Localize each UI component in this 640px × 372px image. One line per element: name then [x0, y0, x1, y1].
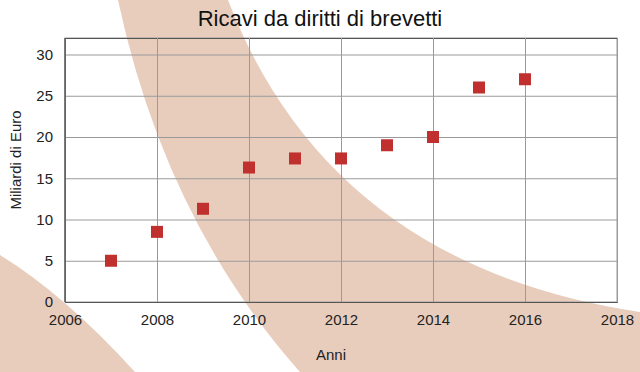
x-axis-title: Anni	[316, 346, 346, 363]
x-axis: 2006 2008 2010 2012 2014 2016 2018	[49, 38, 634, 328]
x-tick: 2014	[417, 38, 450, 328]
y-tick-label: 0	[45, 293, 53, 310]
y-tick-label: 5	[45, 252, 53, 269]
data-point	[519, 73, 531, 85]
data-point	[381, 139, 393, 151]
y-tick: 20	[36, 128, 617, 145]
data-point	[151, 226, 163, 238]
y-axis: 0 5 10 15 20 25 30	[36, 39, 617, 311]
background-band	[118, 0, 640, 372]
background-band	[0, 255, 135, 372]
y-tick: 5	[45, 252, 617, 269]
y-axis-line	[66, 39, 618, 303]
x-tick-label: 2008	[141, 311, 174, 328]
data-point	[427, 131, 439, 143]
y-tick-label: 20	[36, 128, 53, 145]
x-grid-line	[65, 38, 66, 302]
y-tick: 15	[36, 170, 617, 187]
plot-frame	[65, 38, 617, 302]
data-point	[105, 255, 117, 267]
x-grid-line	[157, 38, 158, 302]
y-tick: 30	[36, 46, 617, 63]
y-tick-label: 30	[36, 46, 53, 63]
data-point	[243, 162, 255, 174]
y-tick-label: 25	[36, 87, 53, 104]
x-tick-label: 2014	[417, 311, 450, 328]
y-tick: 10	[36, 211, 617, 228]
x-tick-label: 2016	[509, 311, 542, 328]
plot: 0 5 10 15 20 25 30 2006 2008 2010 2012 2014 2016 2018	[36, 38, 634, 328]
x-tick-label: 2006	[49, 311, 82, 328]
x-tick: 2012	[325, 38, 358, 328]
x-tick: 2016	[509, 38, 542, 328]
data-point	[335, 152, 347, 164]
x-axis-line	[66, 38, 618, 303]
y-tick: 0	[45, 293, 617, 310]
x-tick: 2018	[601, 38, 634, 328]
x-tick-label: 2010	[233, 311, 266, 328]
chart-title: Ricavi da diritti di brevetti	[198, 6, 443, 31]
x-grid-line	[433, 38, 434, 302]
data-point	[473, 82, 485, 94]
data-points	[105, 73, 531, 267]
data-point	[289, 152, 301, 164]
x-tick: 2008	[141, 38, 174, 328]
decoration	[0, 0, 640, 372]
x-grid-line	[341, 38, 342, 302]
y-tick: 25	[36, 87, 617, 104]
data-point	[197, 203, 209, 215]
y-tick-label: 10	[36, 211, 53, 228]
x-tick-label: 2018	[601, 311, 634, 328]
x-grid-line	[617, 38, 618, 302]
y-tick-label: 15	[36, 170, 53, 187]
chart: 0 5 10 15 20 25 30 2006 2008 2010 2012 2014 2016 2018…	[0, 0, 640, 372]
x-tick: 2006	[49, 38, 82, 328]
y-axis-line	[64, 38, 65, 302]
x-tick: 2010	[233, 38, 266, 328]
x-tick-label: 2012	[325, 311, 358, 328]
y-axis-title: Miliardi di Euro	[7, 110, 24, 209]
